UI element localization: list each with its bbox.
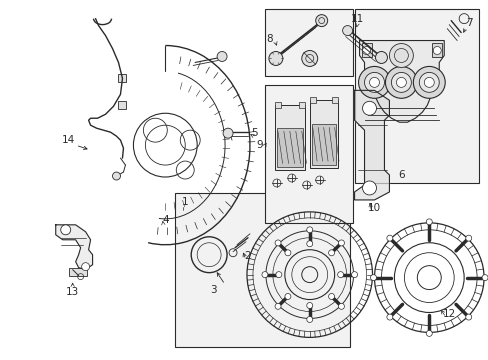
Bar — [361, 42, 371, 58]
Circle shape — [301, 50, 317, 67]
Text: 10: 10 — [367, 203, 380, 213]
Circle shape — [386, 235, 392, 241]
Text: 5: 5 — [251, 128, 258, 138]
Circle shape — [337, 272, 343, 278]
Bar — [68, 268, 86, 276]
Circle shape — [262, 272, 267, 278]
Text: 8: 8 — [266, 33, 273, 44]
Circle shape — [465, 314, 471, 320]
Bar — [118, 75, 126, 82]
Circle shape — [61, 225, 71, 235]
Circle shape — [385, 67, 416, 98]
Circle shape — [375, 51, 386, 63]
Bar — [274, 102, 280, 108]
Circle shape — [223, 128, 233, 138]
Polygon shape — [359, 41, 443, 122]
Circle shape — [358, 67, 389, 98]
Circle shape — [362, 181, 376, 195]
Text: 1: 1 — [182, 197, 188, 207]
Text: 4: 4 — [162, 215, 168, 225]
Circle shape — [396, 77, 406, 87]
Circle shape — [432, 46, 440, 54]
Bar — [298, 102, 304, 108]
Circle shape — [481, 275, 487, 280]
Text: 12: 12 — [442, 310, 455, 319]
Circle shape — [285, 293, 290, 300]
Circle shape — [275, 272, 281, 278]
Bar — [331, 97, 337, 103]
Circle shape — [412, 67, 444, 98]
Circle shape — [351, 272, 357, 278]
Bar — [274, 105, 304, 170]
Circle shape — [338, 303, 344, 309]
Text: 13: 13 — [66, 287, 79, 297]
Circle shape — [315, 15, 327, 27]
Circle shape — [426, 330, 431, 336]
Bar — [309, 100, 337, 168]
Bar — [264, 9, 352, 76]
Text: 11: 11 — [350, 14, 364, 24]
Bar — [309, 97, 315, 103]
Circle shape — [390, 72, 410, 92]
Circle shape — [426, 219, 431, 225]
Circle shape — [328, 250, 334, 256]
Circle shape — [419, 72, 438, 92]
Circle shape — [388, 44, 412, 67]
Circle shape — [362, 46, 370, 54]
Circle shape — [274, 303, 281, 309]
Circle shape — [112, 172, 120, 180]
Circle shape — [424, 77, 433, 87]
Circle shape — [328, 293, 334, 300]
Polygon shape — [354, 90, 388, 200]
Polygon shape — [56, 225, 92, 270]
Circle shape — [217, 51, 226, 62]
Text: 14: 14 — [62, 135, 75, 145]
Circle shape — [342, 26, 352, 36]
Circle shape — [306, 227, 312, 233]
Circle shape — [306, 241, 312, 247]
Circle shape — [81, 263, 89, 271]
Bar — [264, 85, 352, 223]
Circle shape — [268, 51, 282, 66]
Text: 9: 9 — [256, 140, 263, 150]
Circle shape — [465, 235, 471, 241]
Bar — [431, 42, 441, 58]
Bar — [276, 128, 302, 167]
Circle shape — [362, 101, 376, 115]
Text: 2: 2 — [244, 251, 251, 261]
Circle shape — [285, 250, 290, 256]
Bar — [311, 124, 335, 165]
Text: 7: 7 — [465, 18, 471, 28]
Circle shape — [369, 77, 379, 87]
Bar — [175, 193, 349, 347]
Circle shape — [386, 314, 392, 320]
Bar — [354, 9, 478, 183]
Text: 3: 3 — [209, 284, 216, 294]
Circle shape — [338, 240, 344, 246]
Circle shape — [306, 316, 312, 323]
Text: 6: 6 — [397, 170, 404, 180]
Circle shape — [274, 240, 281, 246]
Circle shape — [306, 302, 312, 309]
Circle shape — [370, 275, 376, 280]
Circle shape — [364, 72, 384, 92]
Bar — [118, 101, 126, 109]
